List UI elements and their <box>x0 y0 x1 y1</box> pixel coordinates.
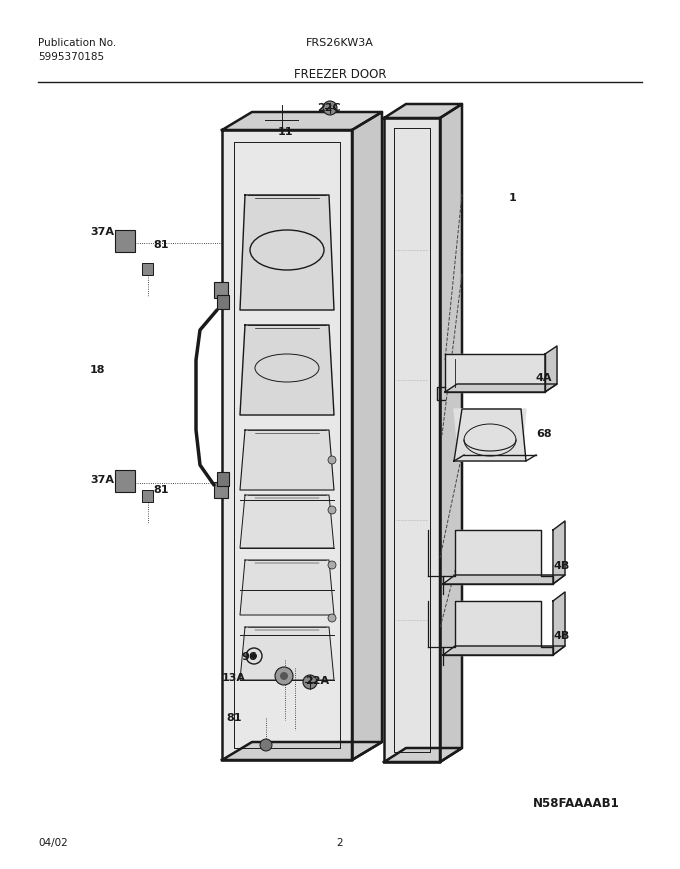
Bar <box>142 263 153 275</box>
Text: 18: 18 <box>90 365 105 375</box>
Text: 4B: 4B <box>553 561 569 571</box>
Polygon shape <box>240 627 334 680</box>
Text: 37A: 37A <box>90 227 114 237</box>
Polygon shape <box>440 104 462 762</box>
Polygon shape <box>384 118 440 762</box>
Polygon shape <box>553 521 565 584</box>
Text: FREEZER DOOR: FREEZER DOOR <box>294 68 386 81</box>
Text: 11: 11 <box>278 127 294 137</box>
Polygon shape <box>222 742 382 760</box>
Circle shape <box>251 653 257 659</box>
Polygon shape <box>240 560 334 615</box>
Polygon shape <box>545 346 557 392</box>
Polygon shape <box>222 130 352 760</box>
Circle shape <box>328 456 336 464</box>
Text: 4B: 4B <box>553 631 569 641</box>
Text: N58FAAAAB1: N58FAAAAB1 <box>533 797 620 810</box>
Polygon shape <box>445 354 545 392</box>
Circle shape <box>328 614 336 622</box>
Text: 96: 96 <box>241 652 257 662</box>
Text: 1: 1 <box>509 193 517 203</box>
Polygon shape <box>443 601 553 655</box>
Polygon shape <box>443 646 565 655</box>
Polygon shape <box>445 384 557 392</box>
Text: 22A: 22A <box>305 676 329 686</box>
Bar <box>214 482 228 498</box>
Bar <box>217 472 229 486</box>
Polygon shape <box>240 495 334 548</box>
Bar <box>115 470 135 492</box>
Circle shape <box>275 667 293 685</box>
Circle shape <box>280 672 288 680</box>
Text: 81: 81 <box>153 240 169 250</box>
Text: FRS26KW3A: FRS26KW3A <box>306 38 374 48</box>
Polygon shape <box>454 409 526 461</box>
Text: 37A: 37A <box>90 475 114 485</box>
Polygon shape <box>222 112 382 130</box>
Text: 22C: 22C <box>317 103 341 113</box>
Polygon shape <box>443 575 565 584</box>
Bar <box>217 295 229 309</box>
Polygon shape <box>240 430 334 490</box>
Circle shape <box>323 101 337 115</box>
Polygon shape <box>443 530 553 584</box>
Circle shape <box>328 506 336 514</box>
Polygon shape <box>384 748 462 762</box>
Polygon shape <box>454 409 526 461</box>
Text: 4A: 4A <box>536 373 552 383</box>
Circle shape <box>303 675 317 689</box>
Text: 81: 81 <box>153 485 169 495</box>
Polygon shape <box>553 592 565 655</box>
Circle shape <box>260 739 272 751</box>
Polygon shape <box>240 325 334 415</box>
Bar <box>142 490 153 502</box>
Text: 5995370185: 5995370185 <box>38 52 104 62</box>
Polygon shape <box>240 195 334 310</box>
Text: 13A: 13A <box>222 673 246 683</box>
Bar <box>214 282 228 298</box>
Text: 04/02: 04/02 <box>38 838 68 848</box>
Text: Publication No.: Publication No. <box>38 38 116 48</box>
Text: 2: 2 <box>337 838 343 848</box>
Polygon shape <box>384 104 462 118</box>
Circle shape <box>328 561 336 569</box>
Text: 68: 68 <box>536 429 551 439</box>
Polygon shape <box>352 112 382 760</box>
Bar <box>115 230 135 252</box>
Text: 81: 81 <box>226 713 241 723</box>
